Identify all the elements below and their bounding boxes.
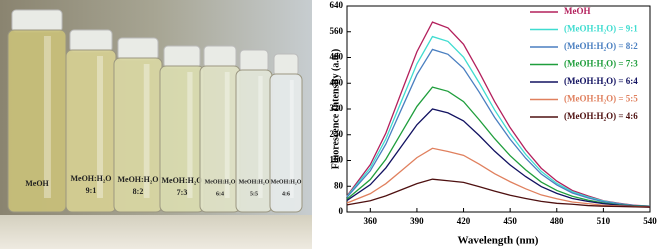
vial-highlight: [43, 36, 51, 198]
vial-label: MeOH:H₂O: [70, 174, 111, 183]
vial-label: MeOH:H₂O: [161, 176, 202, 185]
series-line: [346, 86, 651, 208]
vial-label: MeOH:H₂O: [239, 179, 270, 185]
vial-ratio: 9:1: [86, 186, 97, 195]
legend-label: (MeOH:H₂O) = 7:3: [564, 59, 638, 69]
vial-highlight: [289, 80, 294, 198]
legend-label: (MeOH:H₂O) = 5:5: [564, 94, 638, 104]
vial-cap: [239, 49, 269, 73]
y-tick-label: 640: [330, 0, 344, 10]
legend-label: (MeOH:H₂O) = 9:1: [564, 24, 638, 34]
y-axis-title: Fluorescence Intensity (a.u.): [330, 49, 341, 169]
y-tick-label: 80: [334, 180, 344, 190]
legend-label: (MeOH:H₂O) = 6:4: [564, 76, 638, 86]
y-tick-label: 240: [330, 129, 344, 139]
photo-floor: [0, 215, 312, 249]
x-tick-label: 540: [643, 216, 657, 226]
vial-ratio: 5:5: [250, 191, 258, 197]
x-axis-title: Wavelength (nm): [458, 235, 539, 247]
legend-label: MeOH: [564, 6, 591, 16]
x-tick-label: 360: [364, 216, 378, 226]
vial-cap: [69, 29, 113, 53]
vial-label: MeOH:H₂O: [205, 179, 236, 185]
vial-label: MeOH: [25, 179, 49, 188]
vial-ratio: 4:6: [282, 191, 290, 197]
vial-label: MeOH:H₂O: [271, 179, 302, 185]
vial-body: [269, 73, 303, 213]
vial-cap: [273, 53, 299, 77]
x-tick-label: 510: [597, 216, 611, 226]
series-line: [346, 147, 651, 208]
y-tick-label: 400: [330, 77, 344, 87]
y-tick-label: 0: [339, 206, 344, 216]
y-tick-label: 480: [330, 52, 344, 62]
vial-body: [199, 65, 241, 213]
vial-ratio: 7:3: [177, 188, 188, 197]
vial-ratio: 8:2: [133, 187, 144, 196]
series-line: [346, 48, 651, 208]
vial-label: MeOH:H₂O: [117, 175, 158, 184]
vial-cap: [203, 45, 237, 69]
vial-highlight: [258, 76, 263, 198]
vial-photo: MeOH MeOH:H₂O 9:1 MeOH:H₂O 8:2 MeOH:H₂O 7:3 MeO…: [0, 0, 312, 249]
vial-cap: [117, 37, 159, 61]
y-tick-label: 320: [330, 103, 344, 113]
legend-label: (MeOH:H₂O) = 4:6: [564, 111, 638, 121]
x-tick-label: 420: [457, 216, 471, 226]
vial-highlight: [143, 64, 150, 198]
series-line: [346, 35, 651, 207]
vial-highlight: [97, 56, 103, 198]
vial-cap: [11, 9, 63, 33]
x-tick-label: 390: [410, 216, 424, 226]
series-line: [346, 178, 651, 208]
y-tick-label: 560: [330, 26, 344, 36]
spectrum-chart: Fluorescence Intensity (a.u.) Wavelength…: [330, 0, 658, 246]
vial-ratio: 6:4: [216, 191, 224, 197]
legend-label: (MeOH:H₂O) = 8:2: [564, 41, 638, 51]
series-line: [346, 108, 651, 208]
x-tick-label: 480: [550, 216, 564, 226]
vial-highlight: [224, 72, 230, 198]
x-tick-label: 450: [503, 216, 517, 226]
y-tick-label: 160: [330, 155, 344, 165]
vial-cap: [163, 45, 201, 69]
vial-highlight: [187, 72, 193, 198]
